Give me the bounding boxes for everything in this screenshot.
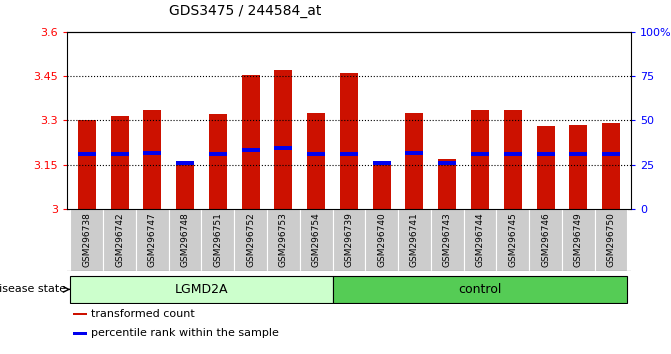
- Bar: [340, 152, 358, 156]
- Bar: [144, 151, 161, 155]
- Text: disease state: disease state: [0, 284, 66, 295]
- Bar: [602, 123, 620, 209]
- Text: GSM296742: GSM296742: [115, 212, 124, 267]
- Bar: [300, 209, 333, 271]
- Bar: [103, 209, 136, 271]
- Bar: [72, 332, 87, 335]
- Text: GSM296748: GSM296748: [180, 212, 190, 267]
- Bar: [333, 209, 365, 271]
- Bar: [471, 110, 489, 209]
- Bar: [307, 113, 325, 209]
- Bar: [111, 116, 129, 209]
- Bar: [234, 209, 267, 271]
- Bar: [136, 209, 168, 271]
- Text: LGMD2A: LGMD2A: [174, 283, 228, 296]
- Bar: [209, 114, 227, 209]
- Text: GSM296753: GSM296753: [279, 212, 288, 267]
- Bar: [504, 110, 522, 209]
- Bar: [438, 161, 456, 165]
- Text: GSM296739: GSM296739: [344, 212, 354, 267]
- Bar: [398, 209, 431, 271]
- Text: GSM296754: GSM296754: [311, 212, 321, 267]
- Text: GSM296743: GSM296743: [443, 212, 452, 267]
- Bar: [72, 313, 87, 315]
- Text: GSM296750: GSM296750: [607, 212, 615, 267]
- Bar: [497, 209, 529, 271]
- Bar: [70, 276, 333, 303]
- Bar: [431, 209, 464, 271]
- Text: GSM296746: GSM296746: [541, 212, 550, 267]
- Bar: [537, 152, 554, 156]
- Bar: [307, 152, 325, 156]
- Bar: [464, 209, 497, 271]
- Text: GSM296740: GSM296740: [377, 212, 386, 267]
- Bar: [267, 209, 300, 271]
- Bar: [209, 152, 227, 156]
- Bar: [242, 148, 260, 152]
- Text: GSM296749: GSM296749: [574, 212, 583, 267]
- Bar: [78, 120, 96, 209]
- Bar: [274, 70, 293, 209]
- Bar: [340, 73, 358, 209]
- Bar: [144, 110, 161, 209]
- Text: GSM296752: GSM296752: [246, 212, 255, 267]
- Text: GSM296741: GSM296741: [410, 212, 419, 267]
- Bar: [569, 125, 587, 209]
- Bar: [595, 209, 627, 271]
- Bar: [438, 159, 456, 209]
- Bar: [274, 147, 293, 150]
- Text: GSM296751: GSM296751: [213, 212, 222, 267]
- Text: GDS3475 / 244584_at: GDS3475 / 244584_at: [168, 4, 321, 18]
- Bar: [405, 113, 423, 209]
- Text: percentile rank within the sample: percentile rank within the sample: [91, 329, 278, 338]
- Text: transformed count: transformed count: [91, 309, 195, 319]
- Bar: [176, 163, 194, 209]
- Bar: [168, 209, 201, 271]
- Bar: [569, 152, 587, 156]
- Bar: [111, 152, 129, 156]
- Bar: [562, 209, 595, 271]
- Bar: [242, 75, 260, 209]
- Bar: [372, 163, 391, 209]
- Bar: [372, 161, 391, 165]
- Bar: [201, 209, 234, 271]
- Bar: [405, 151, 423, 155]
- Bar: [471, 152, 489, 156]
- Text: GSM296747: GSM296747: [148, 212, 157, 267]
- Bar: [78, 152, 96, 156]
- Bar: [70, 209, 103, 271]
- Text: GSM296738: GSM296738: [83, 212, 91, 267]
- Text: control: control: [458, 283, 502, 296]
- Bar: [504, 152, 522, 156]
- Bar: [602, 152, 620, 156]
- Text: GSM296745: GSM296745: [508, 212, 517, 267]
- Bar: [333, 276, 627, 303]
- Bar: [537, 126, 554, 209]
- Text: GSM296744: GSM296744: [476, 212, 484, 267]
- Bar: [176, 161, 194, 165]
- Bar: [529, 209, 562, 271]
- Bar: [365, 209, 398, 271]
